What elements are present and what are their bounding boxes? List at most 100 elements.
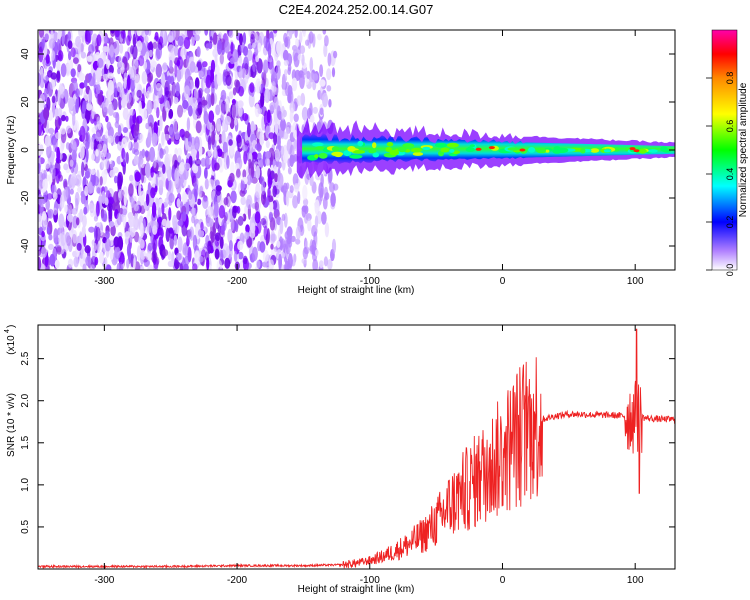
noise-speckle (83, 79, 88, 88)
noise-speckle (245, 224, 250, 233)
noise-speckle (67, 96, 74, 110)
noise-speckle (294, 30, 298, 39)
noise-speckle (122, 186, 128, 198)
noise-speckle (322, 92, 328, 108)
noise-speckle (99, 176, 103, 186)
noise-speckle (220, 112, 225, 121)
noise-speckle (232, 205, 237, 219)
noise-speckle (262, 70, 267, 86)
x-tick-label: -300 (94, 276, 114, 287)
noise-speckle (88, 226, 95, 233)
y-tick-label: 2.0 (20, 393, 31, 407)
noise-speckle (312, 33, 316, 48)
noise-speckle (196, 46, 201, 58)
band-blob (422, 146, 431, 151)
noise-speckle (289, 185, 294, 194)
y-tick-label: 1.0 (20, 477, 31, 491)
noise-speckle (293, 113, 299, 123)
x-tick-label: -100 (360, 575, 380, 586)
noise-speckle (249, 230, 256, 239)
noise-speckle (289, 144, 295, 161)
noise-speckle (146, 99, 153, 115)
noise-speckle (197, 101, 203, 115)
band-blob (331, 146, 340, 152)
band-blob (446, 142, 459, 148)
noise-speckle (252, 61, 256, 73)
noise-speckle (199, 144, 203, 157)
noise-speckle (281, 73, 286, 90)
band-hotspot (519, 148, 526, 152)
noise-speckle (196, 198, 202, 205)
spectrogram-x-label: Height of straight line (km) (298, 285, 415, 296)
noise-speckle (331, 238, 337, 254)
noise-speckle (177, 147, 183, 156)
noise-speckle (199, 185, 204, 195)
noise-speckle (78, 72, 85, 82)
noise-speckle (279, 218, 284, 235)
noise-speckle (281, 105, 285, 121)
noise-speckle (213, 146, 217, 159)
noise-speckle (321, 211, 327, 225)
noise-speckle (71, 149, 77, 161)
noise-speckle (182, 99, 189, 110)
noise-speckle (204, 155, 210, 168)
band-blob (352, 150, 366, 154)
colorbar: 0.0 0.2 0.4 0.6 0.8 Normalized spectral ampl… (706, 29, 749, 276)
noise-speckle (56, 147, 61, 163)
noise-speckle (105, 238, 111, 252)
y-tick-label: -20 (20, 190, 31, 205)
noise-speckle (183, 36, 191, 50)
noise-speckle (193, 87, 199, 100)
noise-speckle (209, 36, 213, 44)
noise-speckle (70, 165, 75, 174)
noise-speckle (254, 45, 259, 57)
noise-speckle (167, 260, 174, 267)
noise-speckle (296, 95, 302, 106)
noise-speckle (91, 33, 99, 47)
noise-speckle (222, 141, 228, 154)
noise-speckle (79, 211, 83, 220)
noise-speckle (218, 133, 223, 144)
noise-speckle (147, 132, 152, 147)
noise-speckle (117, 141, 123, 151)
band-blob (660, 146, 668, 152)
noise-speckle (220, 100, 227, 115)
noise-speckle (237, 215, 244, 226)
noise-speckle (158, 179, 164, 189)
noise-speckle (44, 160, 51, 169)
noise-speckle (290, 125, 295, 133)
noise-speckle (81, 161, 85, 177)
noise-speckle (55, 132, 62, 140)
noise-speckle (268, 147, 275, 162)
noise-speckle (118, 96, 122, 111)
band-blob (357, 140, 364, 147)
noise-speckle (82, 263, 87, 270)
spectrogram-y-ticks: -40 -20 0 20 40 (20, 48, 675, 253)
noise-speckle (207, 135, 212, 151)
band-blob (314, 154, 319, 159)
noise-speckle (95, 226, 101, 242)
noise-speckle (269, 59, 275, 75)
snr-scale-exponent: 4 (4, 329, 11, 333)
noise-speckle (46, 193, 53, 200)
noise-speckle (75, 217, 80, 226)
noise-speckle (299, 45, 306, 55)
noise-speckle (69, 188, 74, 195)
noise-speckle (161, 72, 166, 88)
noise-speckle (254, 201, 259, 211)
noise-speckle (274, 173, 278, 183)
noise-speckle (299, 31, 303, 43)
noise-speckle (270, 243, 274, 250)
noise-speckle (228, 240, 233, 252)
noise-speckle (85, 255, 92, 267)
noise-speckle (238, 55, 242, 64)
noise-speckle (103, 186, 108, 193)
noise-speckle (99, 251, 104, 264)
noise-speckle (145, 193, 150, 206)
noise-speckle (308, 72, 315, 83)
noise-speckle (168, 108, 174, 119)
noise-speckle (105, 230, 110, 240)
noise-speckle (260, 92, 265, 108)
noise-speckle (173, 97, 179, 104)
